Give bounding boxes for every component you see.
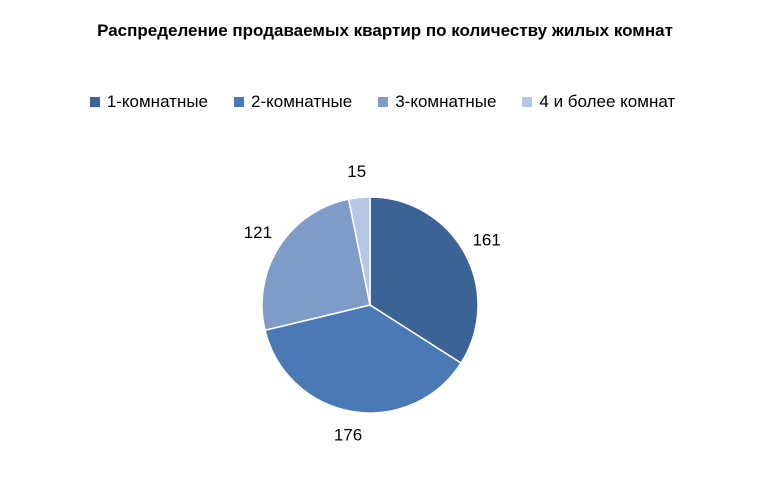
pie-slice bbox=[347, 196, 371, 306]
legend-item: 1-комнатные bbox=[89, 92, 208, 112]
legend-swatch bbox=[522, 97, 533, 107]
legend-swatch bbox=[378, 97, 389, 107]
pie-slice bbox=[261, 198, 371, 332]
legend-item: 3-комнатные bbox=[378, 92, 496, 112]
chart-title: Распределение продаваемых квартир по кол… bbox=[97, 21, 673, 40]
data-label: 176 bbox=[334, 426, 362, 445]
legend-label: 2-комнатные bbox=[251, 92, 353, 111]
legend-label: 4 и более комнат bbox=[539, 92, 676, 111]
legend-label: 1-комнатные bbox=[106, 92, 208, 111]
data-label: 161 bbox=[472, 231, 500, 250]
data-label: 121 bbox=[244, 223, 272, 242]
legend-swatch bbox=[89, 97, 100, 107]
pie-slice bbox=[264, 304, 463, 414]
data-label: 15 bbox=[347, 162, 366, 181]
legend: 1-комнатные 2-комнатные 3-комнатные 4 и бол… bbox=[0, 92, 765, 112]
legend-label: 3-комнатные bbox=[395, 92, 497, 111]
legend-swatch bbox=[234, 97, 244, 107]
legend-item: 2-комнатные bbox=[234, 92, 352, 112]
legend-item: 4 и более комнат bbox=[522, 92, 675, 112]
